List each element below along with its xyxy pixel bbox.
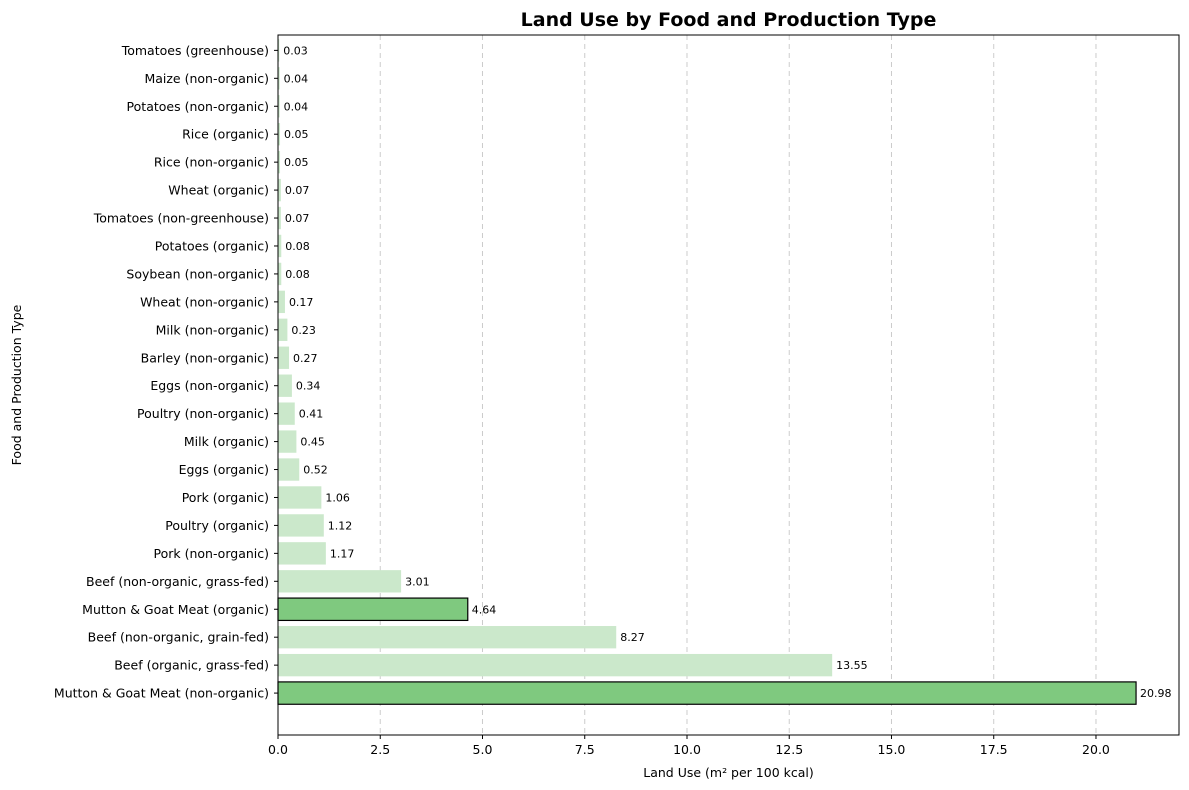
x-axis-label: Land Use (m² per 100 kcal) [643, 765, 814, 780]
value-label-9: 0.45 [300, 436, 325, 449]
value-label-5: 1.17 [330, 547, 355, 560]
value-label-11: 0.34 [296, 380, 321, 393]
y-tick-label-6: Poultry (organic) [165, 518, 269, 533]
bar-2 [278, 626, 617, 649]
value-label-16: 0.08 [285, 240, 310, 253]
bar-0 [277, 681, 1137, 705]
y-tick-label-2: Beef (non-organic, grain-fed) [88, 630, 269, 645]
value-label-0: 20.98 [1140, 687, 1172, 700]
value-label-12: 0.27 [293, 352, 318, 365]
y-tick-label-4: Beef (non-organic, grass-fed) [86, 574, 269, 589]
x-tick-label-3: 7.5 [575, 742, 595, 757]
x-tick-label-2: 5.0 [473, 742, 493, 757]
y-tick-label-7: Pork (organic) [182, 490, 269, 505]
value-label-4: 3.01 [405, 575, 430, 588]
value-label-7: 1.06 [325, 491, 350, 504]
bar-13 [278, 318, 288, 341]
y-tick-label-0: Mutton & Goat Meat (non-organic) [54, 686, 269, 701]
bar-5 [278, 542, 326, 565]
x-tick-label-4: 10.0 [673, 742, 701, 757]
y-tick-label-10: Poultry (non-organic) [137, 406, 269, 421]
value-label-18: 0.07 [285, 184, 310, 197]
y-tick-label-19: Rice (non-organic) [154, 155, 269, 170]
value-label-8: 0.52 [303, 464, 328, 477]
value-label-6: 1.12 [328, 519, 353, 532]
y-tick-label-21: Potatoes (non-organic) [127, 99, 269, 114]
y-tick-label-23: Tomatoes (greenhouse) [121, 43, 269, 58]
y-tick-label-16: Potatoes (organic) [155, 238, 269, 253]
bar-11 [278, 374, 292, 397]
x-tick-label-0: 0.0 [268, 742, 288, 757]
value-label-20: 0.05 [284, 128, 309, 141]
y-tick-label-17: Tomatoes (non-greenhouse) [93, 211, 269, 226]
bar-4 [278, 570, 402, 593]
y-tick-label-13: Milk (non-organic) [156, 322, 269, 337]
y-axis-label: Food and Production Type [9, 304, 24, 465]
value-label-3: 4.64 [472, 603, 497, 616]
x-tick-label-5: 12.5 [775, 742, 803, 757]
bar-22 [278, 67, 280, 90]
bar-7 [278, 486, 322, 509]
bar-19 [278, 150, 281, 174]
value-label-23: 0.03 [283, 44, 308, 57]
value-label-10: 0.41 [299, 408, 324, 421]
x-tick-label-6: 15.0 [878, 742, 906, 757]
bar-8 [278, 458, 300, 481]
y-tick-label-9: Milk (organic) [184, 434, 269, 449]
x-tick-labels: 0.0 2.5 5.0 7.5 10.0 12.5 15.0 17.5 20.0 [268, 735, 1110, 757]
bars [277, 39, 1137, 705]
y-tick-label-8: Eggs (organic) [179, 462, 269, 477]
bar-14 [278, 290, 285, 314]
bar-20 [278, 123, 281, 146]
y-tick-labels: Mutton & Goat Meat (non-organic) Beef (or… [54, 43, 278, 701]
bar-18 [278, 178, 281, 202]
y-tick-label-11: Eggs (non-organic) [150, 378, 269, 393]
y-tick-label-1: Beef (organic, grass-fed) [114, 658, 269, 673]
x-tick-label-7: 17.5 [980, 742, 1008, 757]
x-tick-label-1: 2.5 [370, 742, 390, 757]
y-tick-label-22: Maize (non-organic) [144, 71, 269, 86]
value-label-13: 0.23 [291, 324, 316, 337]
y-tick-label-3: Mutton & Goat Meat (organic) [82, 602, 269, 617]
bar-21 [278, 95, 280, 118]
value-labels: 20.98 13.55 8.27 4.64 3.01 1.17 1.12 1.06 0.52 0.… [283, 44, 1171, 700]
plot-frame [277, 34, 1180, 736]
x-tick-label-8: 20.0 [1082, 742, 1110, 757]
bar-10 [278, 402, 295, 425]
y-tick-label-20: Rice (organic) [182, 127, 269, 142]
value-label-1: 13.55 [836, 659, 868, 672]
bar-12 [278, 346, 290, 369]
value-label-14: 0.17 [289, 296, 314, 309]
bar-6 [278, 514, 324, 537]
bar-17 [278, 206, 281, 230]
y-tick-label-18: Wheat (organic) [168, 183, 269, 198]
y-tick-label-12: Barley (non-organic) [141, 350, 269, 365]
y-tick-label-14: Wheat (non-organic) [140, 294, 269, 309]
value-label-22: 0.04 [284, 72, 309, 85]
axes [277, 34, 1180, 736]
value-label-21: 0.04 [284, 100, 309, 113]
bar-3 [277, 597, 469, 622]
bar-1 [278, 653, 833, 677]
y-tick-label-5: Pork (non-organic) [153, 546, 269, 561]
value-label-19: 0.05 [284, 156, 309, 169]
y-tick-label-15: Soybean (non-organic) [126, 266, 269, 281]
chart-title: Land Use by Food and Production Type [521, 9, 937, 31]
bar-16 [278, 234, 282, 258]
value-label-17: 0.07 [285, 212, 310, 225]
value-label-2: 8.27 [620, 631, 645, 644]
bar-15 [278, 262, 282, 286]
value-label-15: 0.08 [285, 268, 310, 281]
bar-23 [278, 39, 280, 62]
bar-9 [278, 430, 297, 453]
